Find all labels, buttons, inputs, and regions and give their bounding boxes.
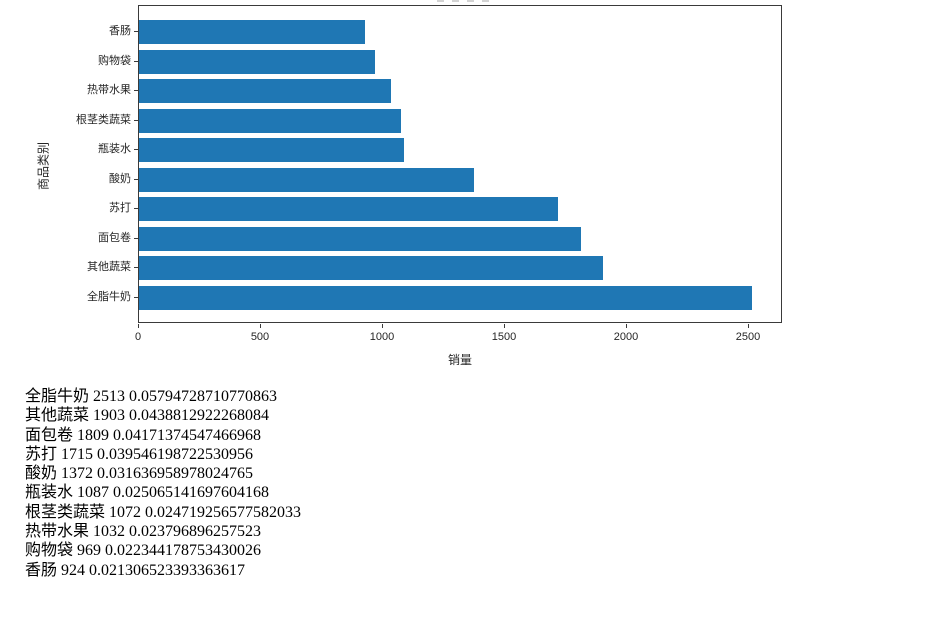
y-tick-mark bbox=[134, 31, 138, 33]
x-tick-mark bbox=[748, 324, 749, 328]
y-tick-mark bbox=[134, 149, 138, 151]
bar-chart: 香肠购物袋热带水果根茎类蔬菜瓶装水酸奶苏打面包卷其他蔬菜全脂牛奶 0 500 100… bbox=[36, 0, 782, 367]
console-line: 购物袋 969 0.022344178753430026 bbox=[25, 542, 262, 560]
x-tick-mark bbox=[260, 324, 261, 328]
bar bbox=[139, 197, 558, 222]
x-tick-label: 500 bbox=[250, 331, 270, 343]
console-line: 热带水果 1032 0.023796896257523 bbox=[25, 523, 262, 541]
bar bbox=[139, 20, 365, 45]
y-tick-mark bbox=[134, 296, 138, 298]
bar bbox=[139, 226, 581, 251]
cropped-chart-title-artifact bbox=[437, 0, 493, 2]
y-tick-label: 瓶装水 bbox=[98, 143, 131, 156]
console-line: 苏打 1715 0.039546198722530956 bbox=[25, 445, 254, 463]
console-line: 香肠 924 0.021306523393363617 bbox=[25, 561, 246, 579]
bar bbox=[139, 256, 603, 281]
bar bbox=[139, 108, 401, 133]
bar bbox=[139, 138, 404, 163]
bar bbox=[139, 79, 391, 104]
x-tick-label: 1500 bbox=[491, 331, 517, 343]
y-tick-label: 香肠 bbox=[109, 25, 131, 38]
console-line: 全脂牛奶 2513 0.05794728710770863 bbox=[25, 388, 278, 405]
x-tick-label: 2500 bbox=[735, 331, 761, 343]
y-tick-label: 面包卷 bbox=[98, 231, 131, 244]
y-tick-label: 根茎类蔬菜 bbox=[76, 113, 131, 126]
console-line: 瓶装水 1087 0.025065141697604168 bbox=[25, 484, 270, 502]
bar bbox=[139, 285, 752, 310]
y-axis-label: 商品类别 bbox=[36, 141, 51, 191]
y-tick-mark bbox=[134, 60, 138, 62]
y-tick-label: 苏打 bbox=[109, 202, 131, 215]
y-tick-label: 酸奶 bbox=[109, 172, 131, 185]
x-tick-label: 0 bbox=[134, 331, 142, 343]
y-tick-label: 全脂牛奶 bbox=[87, 290, 131, 303]
console-output: 全脂牛奶 2513 0.05794728710770863 其他蔬菜 1903 0… bbox=[25, 387, 301, 580]
bar bbox=[139, 49, 375, 74]
y-tick-mark bbox=[134, 267, 138, 269]
y-tick-label: 购物袋 bbox=[98, 54, 131, 67]
x-tick-mark bbox=[138, 324, 139, 328]
y-tick-label: 热带水果 bbox=[87, 84, 131, 97]
y-tick-mark bbox=[134, 90, 138, 92]
x-tick-mark bbox=[382, 324, 383, 328]
y-tick-mark bbox=[134, 119, 138, 121]
y-tick-mark bbox=[134, 178, 138, 180]
console-line: 其他蔬菜 1903 0.0438812922268084 bbox=[25, 407, 270, 425]
bar bbox=[139, 167, 474, 192]
console-line: 面包卷 1809 0.04171374547466968 bbox=[25, 426, 262, 444]
y-tick-mark bbox=[134, 237, 138, 239]
y-tick-label: 其他蔬菜 bbox=[87, 261, 131, 274]
x-tick-mark bbox=[626, 324, 627, 328]
x-tick-label: 1000 bbox=[369, 331, 395, 343]
y-tick-mark bbox=[134, 208, 138, 210]
x-axis-label: 销量 bbox=[447, 353, 472, 367]
console-line: 根茎类蔬菜 1072 0.024719256577582033 bbox=[25, 503, 302, 521]
x-tick-label: 2000 bbox=[613, 331, 639, 343]
x-tick-mark bbox=[504, 324, 505, 328]
console-line: 酸奶 1372 0.031636958978024765 bbox=[25, 465, 254, 483]
plot-area bbox=[138, 5, 782, 323]
